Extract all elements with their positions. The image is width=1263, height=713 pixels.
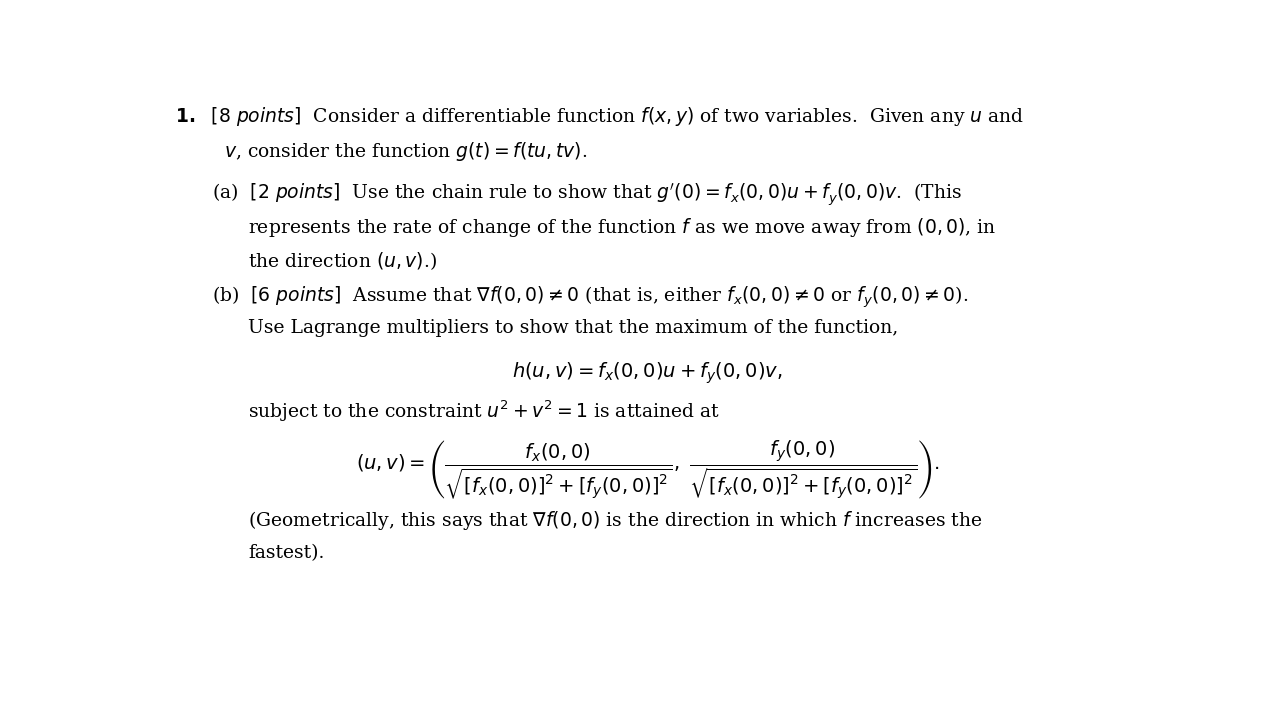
Text: $v$, consider the function $g(t) = f(tu, tv)$.: $v$, consider the function $g(t) = f(tu,… — [225, 140, 587, 163]
Text: $(u, v) = \left(\dfrac{f_x(0,0)}{\sqrt{[f_x(0,0)]^2 + [f_y(0,0)]^2}},\ \dfrac{f_: $(u, v) = \left(\dfrac{f_x(0,0)}{\sqrt{[… — [355, 438, 940, 501]
Text: (b)  $\mathit{[6\ points]}$  Assume that $\nabla f(0,0) \neq 0$ (that is, either: (b) $\mathit{[6\ points]}$ Assume that $… — [212, 284, 967, 310]
Text: $\mathbf{1.}$  $\mathit{[8\ points]}$  Consider a differentiable function $f(x, : $\mathbf{1.}$ $\mathit{[8\ points]}$ Con… — [176, 105, 1024, 128]
Text: $h(u, v) = f_x(0,0)u + f_y(0,0)v,$: $h(u, v) = f_x(0,0)u + f_y(0,0)v,$ — [512, 360, 783, 386]
Text: represents the rate of change of the function $f$ as we move away from $(0, 0)$,: represents the rate of change of the fun… — [248, 216, 997, 240]
Text: (Geometrically, this says that $\nabla f(0,0)$ is the direction in which $f$ inc: (Geometrically, this says that $\nabla f… — [248, 509, 983, 533]
Text: Use Lagrange multipliers to show that the maximum of the function,: Use Lagrange multipliers to show that th… — [248, 319, 898, 337]
Text: subject to the constraint $u^2 + v^2 = 1$ is attained at: subject to the constraint $u^2 + v^2 = 1… — [248, 399, 720, 424]
Text: (a)  $\mathit{[2\ points]}$  Use the chain rule to show that $g'(0) = f_x(0,0)u : (a) $\mathit{[2\ points]}$ Use the chain… — [212, 182, 961, 208]
Text: the direction $(u, v)$.): the direction $(u, v)$.) — [248, 250, 437, 272]
Text: fastest).: fastest). — [248, 544, 325, 562]
